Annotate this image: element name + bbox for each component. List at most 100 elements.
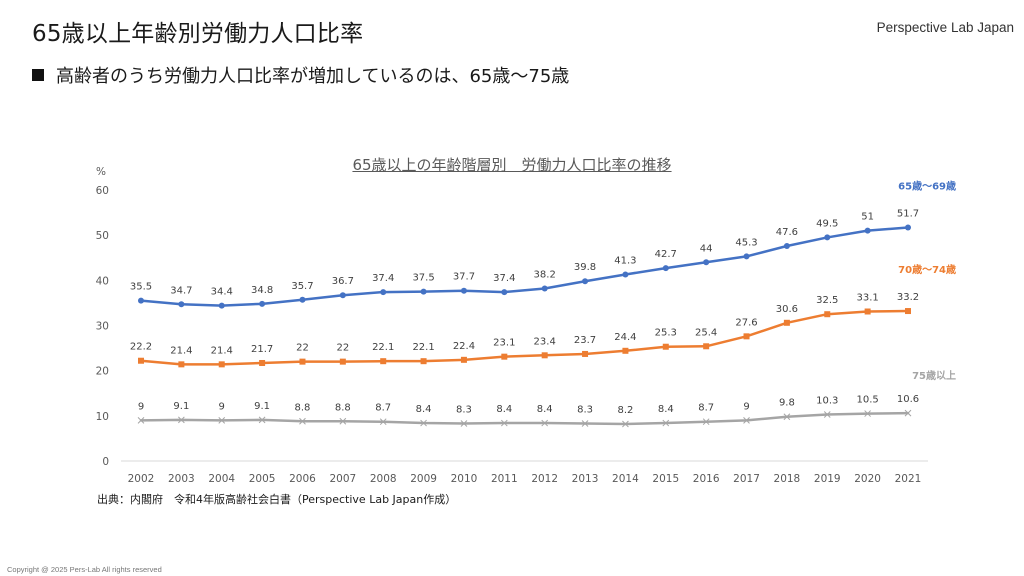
- data-point: [299, 296, 306, 303]
- data-point: [258, 416, 266, 424]
- data-label: 51.7: [897, 208, 919, 219]
- x-tick-label: 2002: [128, 473, 155, 485]
- y-tick-label: 0: [102, 456, 109, 468]
- data-label: 8.8: [335, 402, 351, 413]
- data-point: [662, 419, 670, 427]
- data-point: [864, 227, 871, 234]
- series-line: [139, 226, 910, 307]
- data-point: [743, 416, 750, 424]
- data-point: [460, 356, 467, 363]
- x-tick-label: 2019: [814, 473, 841, 485]
- data-label: 37.4: [493, 273, 515, 284]
- data-label: 22.2: [130, 342, 152, 353]
- data-label: 33.2: [897, 292, 919, 303]
- data-label: 25.3: [655, 328, 677, 339]
- data-point: [178, 361, 185, 368]
- data-point: [824, 234, 831, 241]
- data-point: [905, 308, 911, 315]
- data-label: 9.8: [779, 398, 795, 409]
- x-tick-label: 2015: [652, 473, 679, 485]
- copyright: Copyright @ 2025 Pers-Lab All rights res…: [7, 565, 162, 574]
- data-point: [299, 358, 306, 365]
- data-point: [622, 347, 629, 354]
- y-tick-label: 40: [96, 275, 109, 287]
- data-point: [501, 353, 508, 360]
- data-label: 10.6: [897, 394, 919, 405]
- data-label: 37.7: [453, 272, 475, 283]
- data-label: 9.1: [254, 401, 270, 412]
- x-tick-label: 2009: [410, 473, 437, 485]
- data-label: 9: [743, 401, 749, 412]
- data-label: 8.2: [617, 405, 633, 416]
- data-label: 25.4: [695, 327, 717, 338]
- data-point: [339, 417, 347, 425]
- x-tick-label: 2003: [168, 473, 195, 485]
- square-bullet-icon: [32, 69, 44, 81]
- data-point: [339, 292, 346, 299]
- data-point: [905, 224, 911, 231]
- data-point: [380, 358, 387, 365]
- data-point: [379, 418, 387, 426]
- data-label: 34.4: [211, 287, 233, 298]
- data-label: 10.3: [816, 395, 838, 406]
- series-line: [139, 411, 910, 426]
- data-label: 8.4: [416, 404, 432, 415]
- y-tick-label: 60: [96, 185, 109, 197]
- x-tick-label: 2014: [612, 473, 639, 485]
- data-point: [138, 297, 144, 304]
- x-axis: 2002 2003 2004 2005 2006 2007 2008 2009 2010 2011…: [128, 473, 922, 485]
- data-point: [824, 311, 831, 318]
- data-point: [218, 416, 226, 424]
- data-label: 21.7: [251, 344, 273, 355]
- series-1: 35.5 34.7 34.4 34.8 35.7 36.7 37.4 37.5 37.7 37.4…: [130, 179, 956, 309]
- data-point: [420, 288, 427, 295]
- data-label: 45.3: [735, 237, 757, 248]
- x-tick-label: 2005: [249, 473, 276, 485]
- data-label: 37.4: [372, 273, 394, 284]
- data-label: 8.7: [698, 403, 714, 414]
- data-point: [541, 419, 549, 427]
- data-label: 9: [138, 401, 144, 412]
- data-point: [259, 359, 266, 366]
- x-tick-label: 2020: [854, 473, 881, 485]
- series-layer: 35.5 34.7 34.4 34.8 35.7 36.7 37.4 37.5 37.7 37.4…: [130, 179, 956, 428]
- data-label: 22.1: [372, 342, 394, 353]
- data-point: [460, 287, 467, 294]
- data-label: 8.4: [496, 404, 512, 415]
- data-point: [541, 352, 548, 359]
- data-point: [460, 420, 468, 427]
- data-point: [743, 253, 750, 260]
- data-point: [703, 259, 710, 266]
- x-tick-label: 2018: [774, 473, 801, 485]
- x-tick-label: 2010: [451, 473, 478, 485]
- data-label: 39.8: [574, 262, 596, 273]
- data-point: [501, 289, 508, 296]
- data-point: [662, 343, 669, 350]
- x-tick-label: 2011: [491, 473, 518, 485]
- data-label: 35.5: [130, 282, 152, 293]
- data-label: 23.7: [574, 335, 596, 346]
- data-point: [339, 358, 346, 365]
- data-label: 34.7: [170, 285, 192, 296]
- series-2: 22.2 21.4 21.4 21.7 22 22 22.1 22.1 22.4 23.1 23.4…: [130, 263, 956, 368]
- data-point: [783, 319, 790, 326]
- data-label: 10.5: [856, 395, 878, 406]
- x-tick-label: 2012: [531, 473, 558, 485]
- x-tick-label: 2004: [208, 473, 235, 485]
- data-point: [582, 350, 589, 357]
- data-point: [581, 420, 589, 427]
- data-label: 21.4: [170, 345, 192, 356]
- data-label: 22: [296, 343, 309, 354]
- data-label: 8.4: [658, 404, 674, 415]
- data-label: 49.5: [816, 218, 838, 229]
- data-label: 22.1: [412, 342, 434, 353]
- data-point: [178, 416, 185, 424]
- data-label: 21.4: [211, 345, 233, 356]
- data-label: 44: [700, 243, 713, 254]
- data-label: 8.3: [456, 405, 472, 416]
- y-axis: 0 10 20 30 40 50 60: [96, 185, 109, 468]
- data-point: [783, 413, 791, 421]
- data-label: 30.6: [776, 304, 798, 315]
- data-point: [582, 278, 589, 285]
